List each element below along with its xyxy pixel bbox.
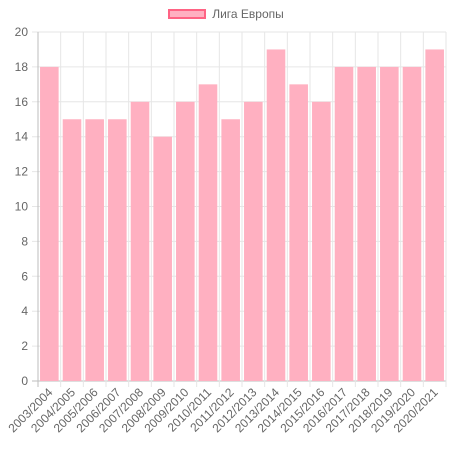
bar xyxy=(153,136,172,381)
bar xyxy=(402,66,422,382)
bar xyxy=(40,66,59,382)
bar xyxy=(266,49,286,381)
bar xyxy=(312,101,331,382)
bar xyxy=(85,119,104,381)
legend-swatch xyxy=(168,9,207,19)
y-tick-label: 12 xyxy=(15,165,29,179)
y-tick-label: 6 xyxy=(21,269,28,283)
y-tick-label: 14 xyxy=(15,130,29,144)
bar xyxy=(108,119,127,381)
bar xyxy=(198,84,218,381)
bar xyxy=(380,66,399,382)
bar xyxy=(244,101,263,382)
y-tick-label: 16 xyxy=(15,95,29,109)
bar xyxy=(221,119,240,381)
y-tick-label: 8 xyxy=(21,234,28,248)
y-tick-label: 0 xyxy=(21,374,28,388)
y-tick-label: 20 xyxy=(15,25,29,39)
legend-item[interactable]: Лига Европы xyxy=(168,7,284,21)
legend: Лига Европы xyxy=(0,7,452,22)
y-tick-label: 4 xyxy=(21,304,28,318)
bar xyxy=(425,49,444,381)
y-tick-label: 10 xyxy=(15,200,29,214)
bar xyxy=(62,119,82,381)
bar xyxy=(289,84,308,381)
bar xyxy=(176,101,195,382)
bar xyxy=(334,66,354,382)
legend-label: Лига Европы xyxy=(212,7,284,21)
bar xyxy=(130,101,150,382)
bar xyxy=(357,66,376,382)
y-tick-label: 2 xyxy=(21,339,28,353)
y-tick-label: 18 xyxy=(15,60,29,74)
